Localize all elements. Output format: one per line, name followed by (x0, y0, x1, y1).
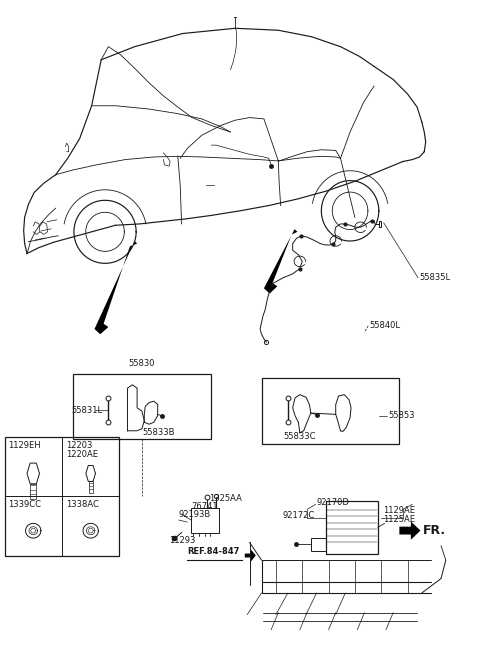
Text: 1325AA: 1325AA (209, 494, 242, 503)
Bar (326, 501, 378, 553)
Text: 1220AE: 1220AE (66, 451, 98, 459)
Polygon shape (399, 521, 420, 540)
Text: 1338AC: 1338AC (66, 500, 99, 509)
Text: 1129AE: 1129AE (384, 506, 416, 515)
Text: REF.84-847: REF.84-847 (187, 547, 240, 556)
Bar (88, 482, 93, 493)
Text: 92170D: 92170D (317, 498, 349, 507)
Text: 92172C: 92172C (282, 511, 314, 520)
Text: 55830: 55830 (129, 359, 155, 368)
Polygon shape (245, 549, 256, 561)
Polygon shape (95, 241, 137, 334)
Text: 55833B: 55833B (142, 428, 174, 437)
Text: 55853: 55853 (388, 411, 415, 420)
Text: 1129EH: 1129EH (8, 442, 41, 450)
Polygon shape (264, 229, 298, 293)
Text: 92193B: 92193B (179, 510, 211, 519)
Text: 12203: 12203 (66, 442, 92, 450)
Text: 1125AE: 1125AE (384, 515, 416, 524)
Text: FR.: FR. (423, 524, 446, 537)
Text: 76741: 76741 (191, 502, 218, 511)
Bar (73, 374, 211, 440)
Text: 55831L: 55831L (72, 406, 103, 415)
Bar (191, 507, 219, 532)
Text: 1339CC: 1339CC (8, 500, 41, 509)
Text: 11293: 11293 (169, 536, 195, 545)
Bar (4, 438, 120, 555)
Bar (262, 378, 399, 444)
Text: 55835L: 55835L (420, 273, 451, 282)
Bar (311, 538, 326, 551)
Text: 55840L: 55840L (369, 321, 400, 330)
Bar (30, 484, 36, 499)
Text: 55833C: 55833C (283, 432, 315, 442)
